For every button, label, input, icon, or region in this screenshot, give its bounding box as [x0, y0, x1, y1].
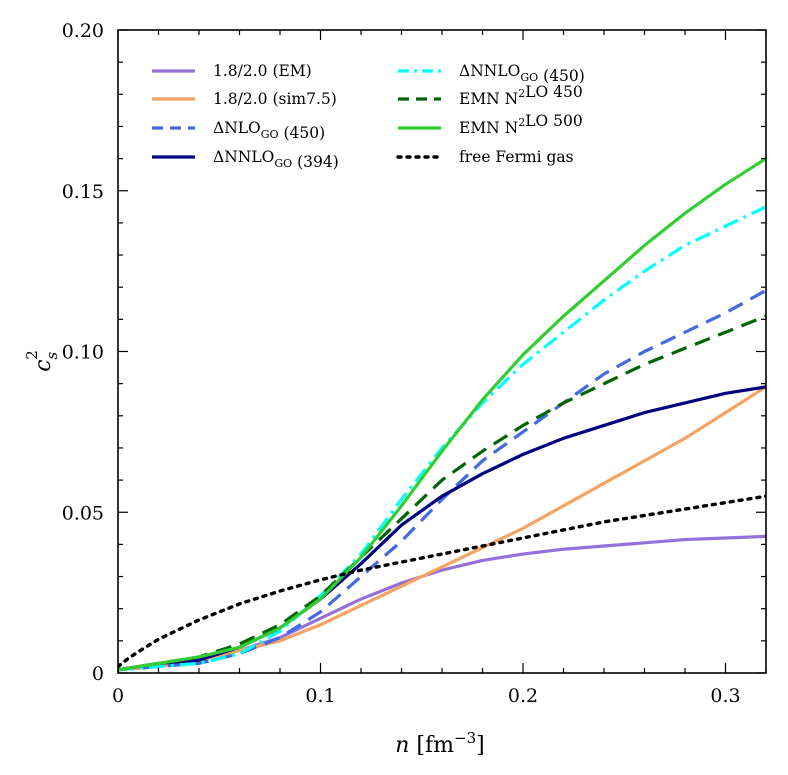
- y-tick-label: 0.15: [62, 181, 104, 203]
- series-line-4: [118, 205, 766, 672]
- legend-label: ΔNNLOGO (450): [459, 62, 585, 85]
- legend-item-3: ΔNNLOGO (394): [152, 148, 339, 171]
- y-axis-label: cs2: [23, 350, 61, 372]
- legend: 1.8/2.0 (EM) 1.8/2.0 (sim7.5) ΔNLOGO (450)…: [152, 62, 585, 171]
- legend-label: ΔNNLOGO (394): [213, 148, 339, 171]
- legend-label: free Fermi gas: [459, 148, 574, 166]
- legend-item-5: EMN N2LO 450: [398, 83, 583, 108]
- series-line-5: [118, 314, 766, 672]
- legend-item-4: ΔNNLOGO (450): [398, 62, 585, 85]
- legend-label: ΔNLOGO (450): [213, 119, 325, 142]
- legend-item-7: free Fermi gas: [396, 148, 574, 166]
- legend-item-1: 1.8/2.0 (sim7.5): [152, 90, 337, 108]
- series-line-0: [118, 534, 766, 672]
- legend-label: 1.8/2.0 (sim7.5): [213, 90, 337, 108]
- legend-label: EMN N2LO 500: [459, 112, 583, 137]
- x-tick-label: 0: [112, 685, 124, 707]
- tick-labels-layer: 0 0.1 0.2 0.3 0 0.05 0.10 0.15 0.20: [62, 20, 741, 707]
- series-line-2: [118, 289, 766, 672]
- legend-item-0: 1.8/2.0 (EM): [152, 62, 312, 80]
- x-axis-label: n [fm−3]: [395, 729, 484, 758]
- svg-text:cs2: cs2: [23, 350, 61, 372]
- legend-label: EMN N2LO 450: [459, 83, 583, 108]
- x-tick-label: 0.3: [710, 685, 740, 707]
- y-tick-label: 0.10: [62, 342, 104, 364]
- series-line-6: [118, 157, 766, 672]
- legend-label: 1.8/2.0 (EM): [213, 62, 312, 80]
- series-line-3: [118, 385, 766, 672]
- series-line-1: [118, 385, 766, 672]
- y-tick-label: 0: [92, 663, 104, 685]
- legend-item-6: EMN N2LO 500: [398, 112, 583, 137]
- series-layer: [118, 157, 766, 672]
- series-line-7: [118, 494, 766, 669]
- legend-item-2: ΔNLOGO (450): [152, 119, 325, 142]
- x-tick-label: 0.2: [508, 685, 538, 707]
- y-tick-label: 0.05: [62, 502, 104, 524]
- x-tick-label: 0.1: [305, 685, 335, 707]
- y-tick-label: 0.20: [62, 20, 104, 42]
- ticks-layer: [117, 29, 767, 674]
